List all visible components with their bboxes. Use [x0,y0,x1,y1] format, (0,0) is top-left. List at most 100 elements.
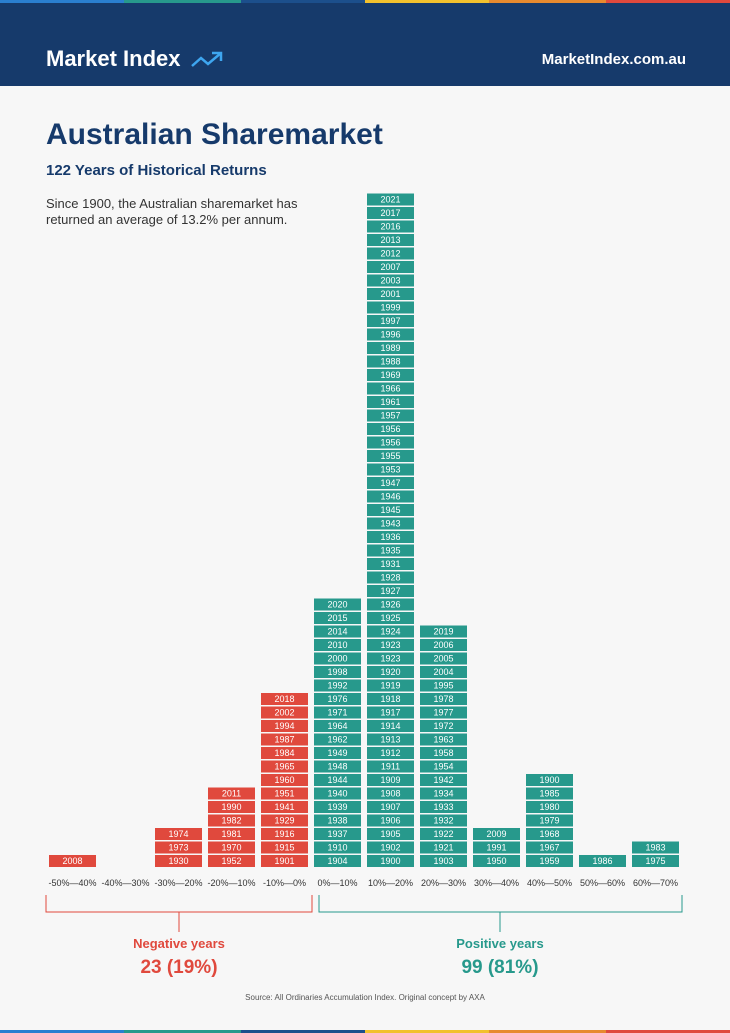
negative-label: Negative years [133,936,225,951]
column-label: -20%—10% [207,878,255,888]
year-block [526,787,573,800]
year-label: 1963 [433,735,453,745]
year-block [261,733,308,746]
year-block [367,612,414,624]
year-label: 2007 [380,262,400,272]
year-label: 1910 [327,843,347,853]
year-block [367,855,414,867]
year-block [420,652,467,665]
year-label: 1961 [380,397,400,407]
year-label: 1904 [327,856,347,866]
year-label: 1996 [380,330,400,340]
year-block [367,288,414,300]
year-block [261,747,308,759]
year-block [420,706,467,719]
year-label: 1964 [327,721,347,731]
column-label: 30%—40% [474,878,519,888]
year-block [420,855,467,867]
year-label: 1988 [380,357,400,367]
column-label: 60%—70% [633,878,678,888]
year-label: 1969 [380,370,400,380]
year-label: 2005 [433,654,453,664]
year-label: 1990 [221,802,241,812]
year-label: 1929 [274,816,294,826]
year-block [314,693,361,705]
logo: Market Index [46,46,181,71]
year-label: 1962 [327,735,347,745]
year-block [420,787,467,800]
year-block [420,841,467,854]
year-label: 1966 [380,384,400,394]
year-label: 1991 [486,843,506,853]
year-block [314,598,361,611]
year-block [155,841,202,854]
year-label: 1938 [327,816,347,826]
year-block [367,396,414,408]
year-block [420,828,467,840]
year-block [367,720,414,732]
column-label: -40%—30% [101,878,149,888]
column-label: 40%—50% [527,878,572,888]
year-block [367,477,414,489]
year-label: 1930 [168,856,188,866]
year-block [367,747,414,759]
year-block [208,787,255,800]
bracket [318,895,683,913]
positive-summary: 99 (81%) [461,957,538,978]
year-block [314,801,361,813]
year-label: 1956 [380,438,400,448]
year-block [367,261,414,273]
year-label: 1965 [274,762,294,772]
year-block [367,274,414,287]
year-block [261,814,308,827]
year-block [261,841,308,854]
year-block [473,828,520,840]
column-label: -50%—40% [48,878,96,888]
year-label: 1937 [327,829,347,839]
year-block [420,625,467,638]
year-block [420,774,467,786]
year-block [367,247,414,260]
title: Australian Sharemarket [46,118,383,151]
year-label: 1918 [380,694,400,704]
year-block [367,531,414,543]
year-block [261,760,308,773]
year-block [314,747,361,759]
column-label: -10%—0% [263,878,306,888]
year-block [526,841,573,854]
year-block [367,841,414,854]
year-label: 1946 [380,492,400,502]
year-label: 1995 [433,681,453,691]
year-label: 1953 [380,465,400,475]
year-label: 1935 [380,546,400,556]
year-label: 1936 [380,532,400,542]
year-label: 2012 [380,249,400,259]
year-block [367,760,414,773]
year-block [367,409,414,422]
description: Since 1900, the Australian sharemarket h… [46,196,298,227]
year-label: 1902 [380,843,400,853]
year-block [420,747,467,759]
year-block [261,828,308,840]
site-url: MarketIndex.com.au [541,51,686,68]
year-block [261,855,308,867]
year-label: 1923 [380,640,400,650]
year-label: 1942 [433,775,453,785]
year-label: 1927 [380,586,400,596]
year-label: 2008 [62,856,82,866]
header-bar [0,0,730,86]
year-label: 1981 [221,829,241,839]
year-block [367,450,414,462]
year-block [420,801,467,813]
year-block [314,706,361,719]
year-label: 1950 [486,856,506,866]
year-label: 1932 [433,816,453,826]
year-block [367,193,414,206]
year-block [261,787,308,800]
year-block [367,328,414,341]
year-label: 1972 [433,721,453,731]
year-block [367,666,414,678]
year-label: 2004 [433,667,453,677]
year-label: 1923 [380,654,400,664]
year-block [314,774,361,786]
